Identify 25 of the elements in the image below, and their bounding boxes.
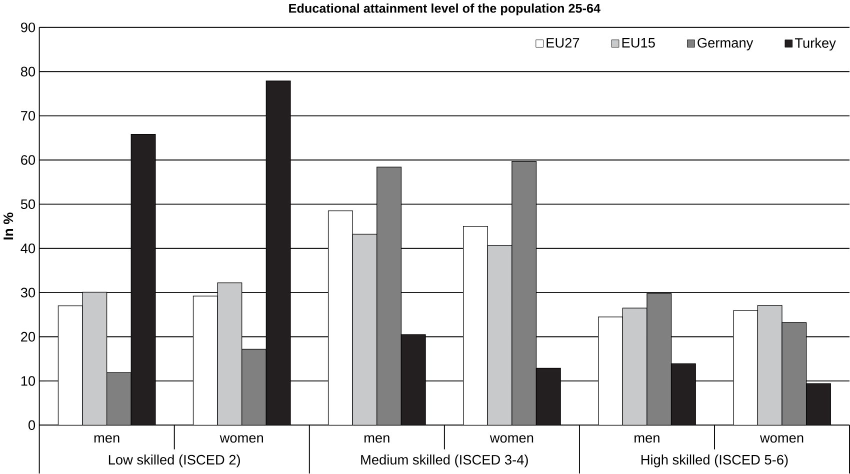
y-tick-label: 60 — [21, 155, 36, 165]
legend-label: Turkey — [794, 38, 836, 51]
y-tick-label: 90 — [21, 22, 36, 32]
x-tick-label: women — [760, 435, 804, 443]
y-axis-title: In % — [4, 212, 14, 240]
text: Low skilled (ISCED 2) — [108, 454, 240, 468]
x-tick-label: women — [490, 435, 534, 443]
y-tick-label: 70 — [21, 110, 36, 121]
y-tick-label: 10 — [21, 376, 36, 386]
y-tick-label: 0 — [28, 420, 36, 430]
x-tick-label: men — [634, 435, 660, 443]
legend-label: Germany — [698, 38, 754, 50]
y-tick-label: 80 — [20, 66, 36, 76]
x-tick-label: women — [220, 435, 264, 443]
y-tick-label: 40 — [20, 244, 36, 254]
y-tick-label: 30 — [20, 288, 36, 298]
legend-label: EU27 — [546, 38, 580, 48]
y-tick-label: 20 — [21, 332, 36, 342]
text: Medium skilled (ISCED 3-4) — [361, 454, 528, 468]
chart-title: Educational attainment level of the population 25-64 — [289, 3, 600, 16]
legend-label: EU15 — [622, 38, 655, 48]
x-tick-label: men — [94, 435, 120, 443]
text: High skilled (ISCED 5-6) — [641, 454, 788, 468]
x-tick-label: men — [364, 435, 390, 443]
y-tick-label: 50 — [20, 199, 36, 210]
